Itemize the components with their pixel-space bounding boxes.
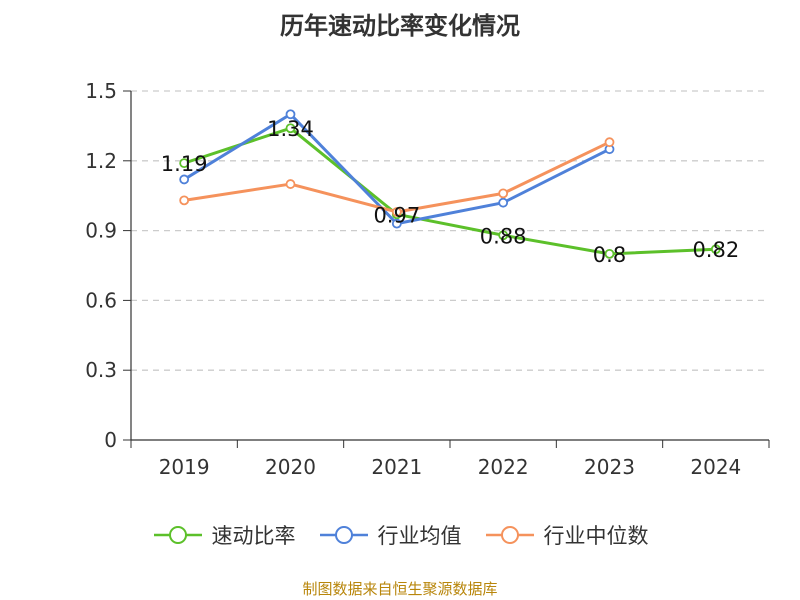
data-point — [604, 248, 615, 259]
x-tick-label: 2024 — [690, 455, 741, 479]
data-label: 0.88 — [480, 224, 527, 248]
data-point — [604, 137, 615, 148]
data-label: 1.19 — [161, 152, 208, 176]
data-point — [498, 188, 509, 199]
data-point — [179, 174, 190, 185]
legend-swatch-quick-ratio — [153, 526, 202, 544]
y-tick-label: 1.2 — [85, 149, 117, 173]
x-tick-label: 2022 — [478, 455, 529, 479]
x-tick-label: 2019 — [159, 455, 210, 479]
data-point — [391, 207, 402, 217]
x-tick-label: 2021 — [371, 455, 422, 479]
y-tick-label: 0 — [104, 428, 117, 452]
legend: 速动比率 行业均值 行业中位数 — [0, 520, 800, 550]
data-label: 0.82 — [692, 238, 739, 262]
legend-item-industry-median[interactable]: 行业中位数 — [484, 520, 649, 550]
chart-title: 历年速动比率变化情况 — [280, 12, 520, 40]
legend-label-industry-mean: 行业均值 — [377, 524, 462, 548]
data-point — [498, 197, 509, 208]
legend-item-quick-ratio[interactable]: 速动比率 — [152, 520, 296, 550]
y-tick-label: 0.6 — [85, 288, 117, 312]
series-line-2 — [183, 140, 611, 214]
data-point — [179, 158, 190, 169]
series-line-0 — [183, 126, 716, 256]
data-point — [179, 195, 190, 206]
y-tick-label: 1.5 — [85, 79, 117, 103]
data-point — [285, 109, 296, 120]
legend-swatch-industry-mean — [319, 526, 368, 544]
data-point — [285, 179, 296, 189]
data-label: 0.97 — [373, 203, 420, 227]
data-source-note: 制图数据来自恒生聚源数据库 — [302, 580, 498, 598]
legend-swatch-industry-median — [485, 526, 534, 544]
data-label: 1.34 — [267, 117, 314, 141]
y-tick-label: 0.3 — [85, 358, 117, 382]
y-tick-label: 0.9 — [85, 219, 117, 243]
data-point — [285, 123, 296, 134]
x-tick-label: 2020 — [265, 455, 316, 479]
legend-item-industry-mean[interactable]: 行业均值 — [318, 520, 462, 550]
legend-label-quick-ratio: 速动比率 — [211, 524, 296, 548]
x-tick-label: 2023 — [584, 455, 635, 479]
legend-label-industry-median: 行业中位数 — [543, 524, 649, 548]
data-label: 0.8 — [593, 243, 626, 267]
data-point — [498, 230, 509, 241]
data-point — [710, 244, 721, 255]
data-point — [391, 218, 402, 229]
